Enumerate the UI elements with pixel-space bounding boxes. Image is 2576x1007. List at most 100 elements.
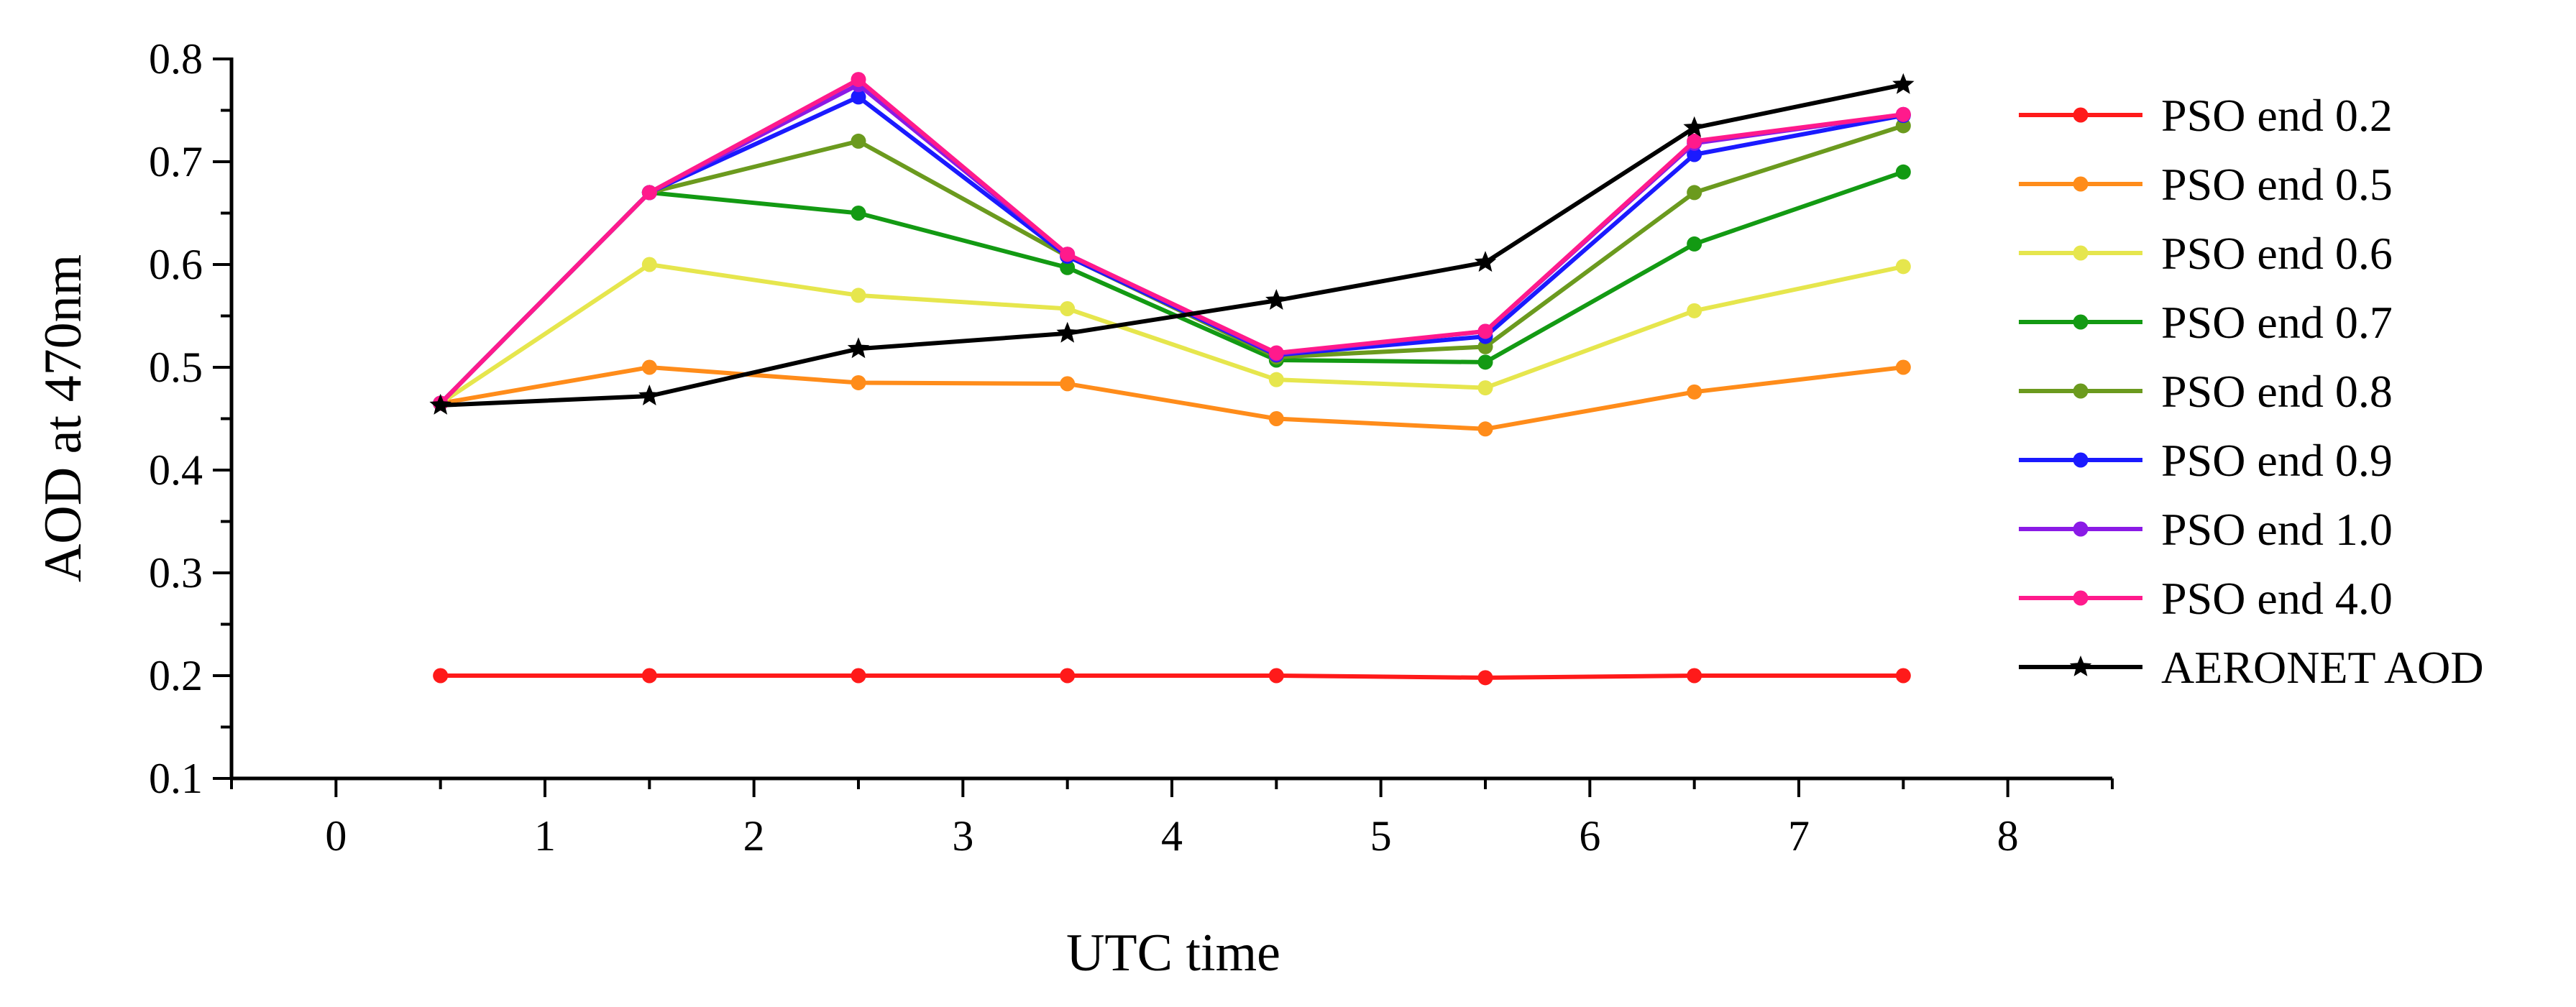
data-point xyxy=(641,185,657,201)
axes: 0 1 2 3 4 5 6 7 8 0.1 0.2 0.3 0.4 0.5 0.6 0.7 0.8 xyxy=(149,35,2114,860)
data-point xyxy=(1477,323,1493,339)
x-tick-label: 0 xyxy=(325,812,347,860)
legend-label: PSO end 0.6 xyxy=(2161,228,2393,279)
legend-entry: PSO end 4.0 xyxy=(2019,573,2393,624)
data-point xyxy=(1687,147,1702,162)
legend-swatch-marker xyxy=(2073,107,2089,123)
y-tick-label: 0.7 xyxy=(149,138,203,185)
legend-label: AERONET AOD xyxy=(2161,642,2484,693)
data-point xyxy=(641,668,657,684)
y-tick-label: 0.5 xyxy=(149,344,203,391)
series-line xyxy=(439,262,1904,405)
legend-entry: PSO end 0.7 xyxy=(2019,297,2393,348)
series-aeronet-aod xyxy=(429,73,1915,415)
y-tick-label: 0.3 xyxy=(149,549,203,597)
data-point xyxy=(641,257,657,272)
data-point xyxy=(1477,380,1493,396)
legend-label: PSO end 4.0 xyxy=(2161,573,2393,624)
y-tick-label: 0.6 xyxy=(149,241,203,288)
legend-entry: PSO end 1.0 xyxy=(2019,504,2393,555)
data-point xyxy=(851,288,866,303)
legend-entry: PSO end 0.6 xyxy=(2019,228,2393,279)
data-point xyxy=(1895,259,1911,275)
legend-label: PSO end 0.5 xyxy=(2161,159,2393,210)
x-tick-label: 8 xyxy=(1997,812,2019,860)
data-point xyxy=(1268,411,1284,426)
x-tick-label: 3 xyxy=(952,812,973,860)
data-point xyxy=(641,359,657,375)
legend-label: PSO end 0.8 xyxy=(2161,366,2393,417)
y-tick-label: 0.8 xyxy=(149,35,203,83)
x-tick-label: 1 xyxy=(534,812,556,860)
data-point xyxy=(1477,354,1493,370)
data-point xyxy=(1060,247,1076,262)
x-tick-label: 5 xyxy=(1370,812,1392,860)
legend-label: PSO end 0.9 xyxy=(2161,435,2393,486)
series-lines xyxy=(429,72,1915,686)
legend: PSO end 0.2 PSO end 0.5 PSO end 0.6 PSO end… xyxy=(2019,90,2484,693)
data-point xyxy=(1687,668,1702,684)
data-point xyxy=(1895,106,1911,122)
data-point xyxy=(1268,668,1284,684)
data-point xyxy=(851,133,866,149)
x-tick-label: 2 xyxy=(743,812,765,860)
x-tick-label: 4 xyxy=(1161,812,1183,860)
series-pso-end-0-7 xyxy=(433,164,1911,411)
data-point-star xyxy=(638,385,661,405)
data-point-star xyxy=(1892,73,1915,94)
data-point xyxy=(1687,384,1702,400)
data-point xyxy=(1268,345,1284,361)
series-line xyxy=(440,365,1904,431)
x-tick-label: 6 xyxy=(1579,812,1600,860)
data-point xyxy=(1687,303,1702,318)
legend-entry: PSO end 0.8 xyxy=(2019,366,2393,417)
series-pso-end-0-5 xyxy=(433,359,1911,437)
legend-swatch-marker xyxy=(2073,521,2089,537)
data-point xyxy=(1477,670,1493,686)
y-tick-label: 0.4 xyxy=(149,446,203,494)
legend-entry: PSO end 0.9 xyxy=(2019,435,2393,486)
data-point xyxy=(851,374,866,390)
legend-entry: PSO end 0.5 xyxy=(2019,159,2393,210)
data-point xyxy=(1477,421,1493,437)
legend-entry: AERONET AOD xyxy=(2019,642,2484,693)
series-line xyxy=(439,170,1905,405)
data-point-star xyxy=(1683,116,1705,137)
data-point xyxy=(433,668,449,684)
data-point xyxy=(1060,668,1076,684)
data-point xyxy=(1895,164,1911,180)
series-line xyxy=(439,77,1904,405)
data-point xyxy=(1060,300,1076,316)
legend-swatch-marker xyxy=(2073,245,2089,261)
legend-swatch-star xyxy=(2069,656,2092,676)
y-axis-title: AOD at 470nm xyxy=(34,254,93,582)
x-axis-title: UTC time xyxy=(1066,924,1280,983)
data-point-star xyxy=(1474,251,1497,272)
data-point-star xyxy=(1265,289,1288,310)
data-point xyxy=(1895,668,1911,684)
data-point xyxy=(851,89,866,105)
x-tick-label: 7 xyxy=(1788,812,1810,860)
legend-swatch-marker xyxy=(2073,383,2089,399)
data-point xyxy=(1687,133,1702,149)
legend-label: PSO end 0.2 xyxy=(2161,90,2393,141)
data-point xyxy=(851,206,866,221)
data-point xyxy=(1687,185,1702,201)
data-point-star xyxy=(429,393,452,415)
y-tick-label: 0.1 xyxy=(149,755,203,802)
legend-swatch-marker xyxy=(2073,176,2089,192)
legend-swatch-marker xyxy=(2073,314,2089,330)
legend-swatch-marker xyxy=(2073,452,2089,468)
y-tick-label: 0.2 xyxy=(149,652,203,699)
series-pso-end-4-0 xyxy=(433,72,1911,411)
legend-label: PSO end 0.7 xyxy=(2161,297,2393,348)
data-point-star xyxy=(1056,321,1078,343)
legend-entry: PSO end 0.2 xyxy=(2019,90,2393,141)
data-point xyxy=(1060,376,1076,392)
series-line xyxy=(440,673,1904,680)
legend-swatch-marker xyxy=(2073,590,2089,606)
series-pso-end-0-2 xyxy=(433,668,1911,686)
series-line xyxy=(440,82,1904,408)
data-point xyxy=(1060,259,1076,275)
